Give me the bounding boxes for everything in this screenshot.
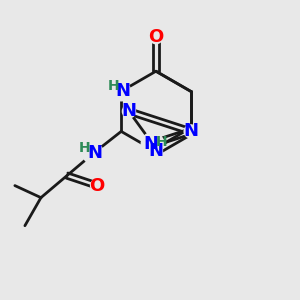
Circle shape — [141, 133, 164, 155]
Text: H: H — [79, 140, 91, 154]
Text: N: N — [143, 135, 158, 153]
Circle shape — [91, 179, 104, 192]
Text: H: H — [107, 79, 119, 93]
Text: O: O — [148, 28, 164, 46]
Circle shape — [149, 145, 163, 158]
Text: N: N — [183, 122, 198, 140]
Text: N: N — [148, 142, 164, 160]
Text: N: N — [87, 145, 102, 163]
Text: N: N — [115, 82, 130, 100]
Text: H: H — [156, 135, 167, 149]
Circle shape — [122, 105, 136, 118]
Circle shape — [112, 82, 131, 101]
Circle shape — [83, 143, 104, 164]
Circle shape — [184, 125, 197, 138]
Text: N: N — [122, 102, 136, 120]
Text: O: O — [89, 177, 105, 195]
Circle shape — [149, 31, 163, 44]
